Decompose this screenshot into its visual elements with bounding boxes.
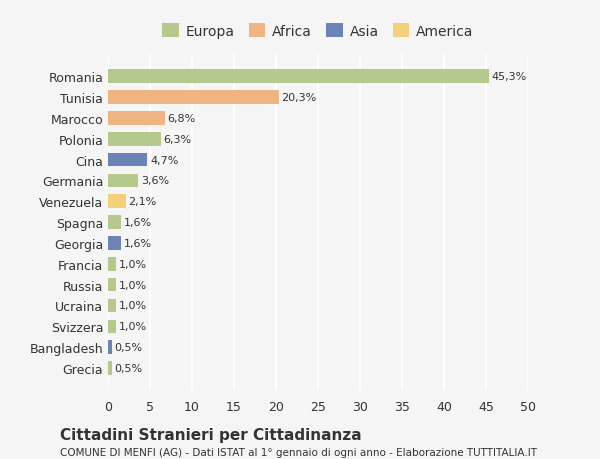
Text: 1,0%: 1,0% <box>119 322 147 331</box>
Text: 3,6%: 3,6% <box>141 176 169 186</box>
Bar <box>108 299 116 313</box>
Bar <box>108 112 165 125</box>
Text: COMUNE DI MENFI (AG) - Dati ISTAT al 1° gennaio di ogni anno - Elaborazione TUTT: COMUNE DI MENFI (AG) - Dati ISTAT al 1° … <box>60 448 537 458</box>
Bar <box>108 153 148 167</box>
Bar <box>108 320 116 333</box>
Text: 4,7%: 4,7% <box>150 155 178 165</box>
Text: Cittadini Stranieri per Cittadinanza: Cittadini Stranieri per Cittadinanza <box>60 427 362 442</box>
Bar <box>108 257 116 271</box>
Bar <box>108 91 278 105</box>
Bar <box>108 133 161 146</box>
Text: 6,8%: 6,8% <box>167 114 196 123</box>
Text: 45,3%: 45,3% <box>491 72 526 82</box>
Text: 0,5%: 0,5% <box>115 342 143 353</box>
Bar <box>108 174 138 188</box>
Text: 2,1%: 2,1% <box>128 197 157 207</box>
Bar <box>108 195 125 208</box>
Text: 1,0%: 1,0% <box>119 259 147 269</box>
Text: 1,0%: 1,0% <box>119 280 147 290</box>
Bar <box>108 278 116 292</box>
Text: 6,3%: 6,3% <box>163 134 191 145</box>
Bar <box>108 341 112 354</box>
Bar <box>108 361 112 375</box>
Bar <box>108 237 121 250</box>
Legend: Europa, Africa, Asia, America: Europa, Africa, Asia, America <box>157 18 479 45</box>
Text: 0,5%: 0,5% <box>115 363 143 373</box>
Text: 1,6%: 1,6% <box>124 218 152 228</box>
Text: 1,0%: 1,0% <box>119 301 147 311</box>
Bar <box>108 216 121 230</box>
Text: 1,6%: 1,6% <box>124 238 152 248</box>
Bar <box>108 70 488 84</box>
Text: 20,3%: 20,3% <box>281 93 316 103</box>
